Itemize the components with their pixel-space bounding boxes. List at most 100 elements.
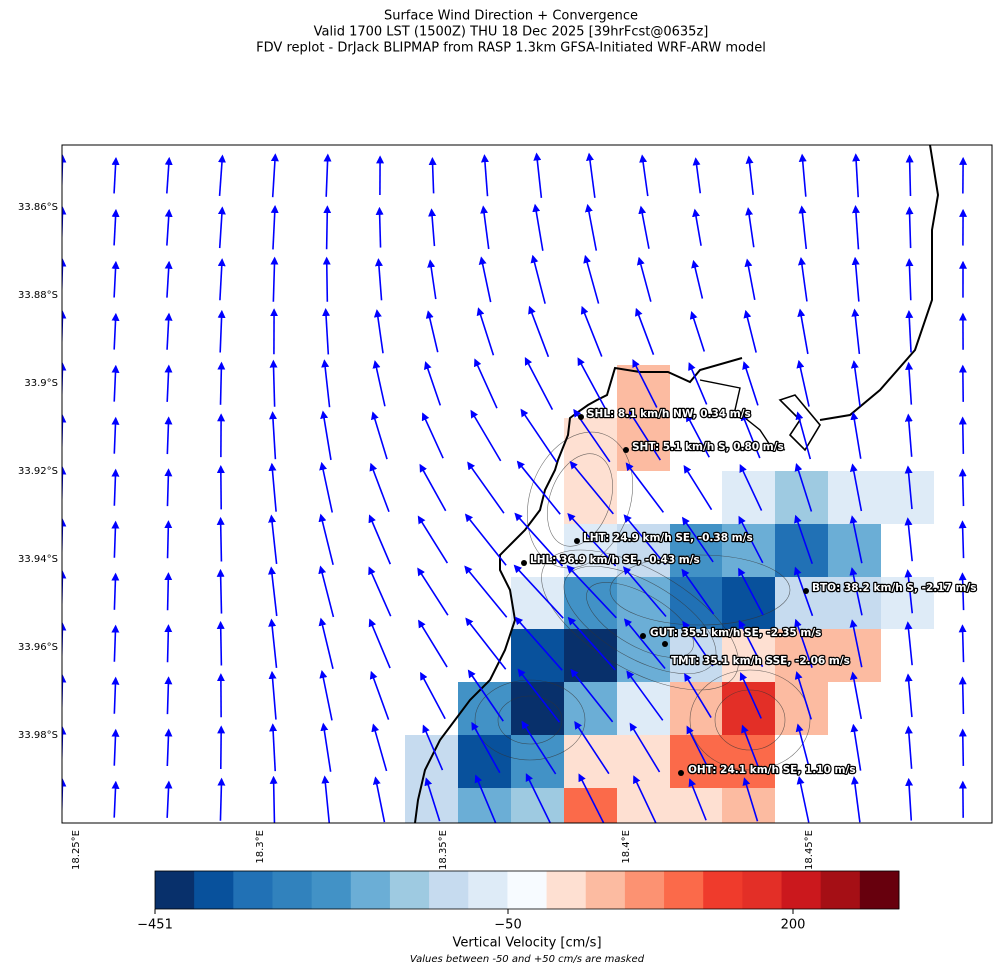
wind-arrow [167, 314, 169, 349]
station-dot [678, 770, 684, 776]
wind-arrow [373, 725, 386, 771]
wind-arrow [963, 678, 964, 714]
wind-arrow [168, 626, 169, 662]
wind-arrow [582, 307, 602, 356]
colorbar-swatch [547, 871, 587, 909]
wind-arrow [323, 412, 331, 460]
station-dot [578, 414, 584, 420]
velocity-cell [722, 577, 775, 629]
wind-arrow [856, 207, 859, 250]
lat-tick-label: 33.92°S [18, 466, 58, 477]
wind-arrow [855, 258, 859, 301]
wind-arrow [220, 260, 222, 301]
wind-arrow [419, 621, 447, 667]
wind-arrow [530, 307, 549, 357]
station-dot [521, 560, 527, 566]
wind-arrow [684, 466, 711, 509]
wind-arrow [583, 828, 601, 877]
wind-arrow [271, 568, 276, 616]
colorbar-swatch [194, 871, 234, 909]
title-line: Valid 1700 LST (1500Z) THU 18 Dec 2025 [… [314, 25, 709, 40]
velocity-cell [881, 471, 934, 524]
station-dot [574, 538, 580, 544]
wind-arrow [854, 778, 860, 822]
velocity-cell [511, 682, 564, 735]
station-label: BTO: 38.2 km/h S, -2.17 m/s [812, 582, 977, 594]
wind-arrow [426, 363, 441, 406]
wind-arrow [373, 413, 387, 459]
wind-arrow [908, 415, 911, 457]
velocity-cell [564, 471, 617, 524]
wind-arrow [475, 360, 497, 408]
wind-arrow [323, 724, 330, 772]
wind-arrow [220, 208, 223, 248]
wind-arrow [963, 418, 964, 454]
wind-arrow [221, 363, 222, 405]
colorbar-swatch [703, 871, 743, 909]
wind-arrow [430, 261, 436, 299]
colorbar-swatch [155, 871, 195, 909]
wind-arrow [220, 832, 222, 873]
wind-arrow [272, 672, 276, 719]
colorbar-swatch [312, 871, 352, 909]
wind-arrow [637, 830, 653, 875]
station-label: OHT: 24.1 km/h SE, 1.10 m/s [688, 764, 856, 776]
lat-tick-label: 33.98°S [18, 730, 58, 741]
wind-arrow [167, 470, 168, 506]
wind-arrow [802, 207, 807, 249]
wind-arrow [371, 672, 388, 719]
wind-arrow [114, 626, 115, 662]
wind-arrow [963, 470, 964, 506]
wind-arrow [530, 827, 547, 876]
wind-arrow [420, 465, 445, 511]
wind-arrow [639, 258, 651, 301]
wind-arrow [114, 522, 115, 558]
wind-arrow [377, 831, 382, 873]
station-label: GUT: 35.1 km/h SE, -2.35 m/s [650, 627, 821, 639]
station-label: SHT: 5.1 km/h S, 0.80 m/s [632, 441, 784, 453]
station-label: LHL: 36.9 km/h SE, -0.43 m/s [530, 554, 700, 566]
wind-arrow [909, 363, 912, 404]
wind-arrow [466, 619, 505, 670]
colorbar-tick-label: −451 [137, 918, 173, 933]
lat-tick-label: 33.96°S [18, 642, 58, 653]
wind-arrow [114, 262, 116, 297]
wind-arrow [167, 730, 168, 766]
wind-arrow [114, 730, 115, 765]
wind-arrow [61, 832, 62, 872]
velocity-cell [511, 629, 564, 682]
lon-tick-label: 18.25°E [71, 830, 82, 870]
wind-arrow [167, 782, 169, 818]
wind-arrow [369, 568, 390, 616]
wind-arrow [326, 155, 328, 197]
wind-arrow [588, 205, 597, 250]
wind-arrow [465, 567, 506, 618]
wind-arrow [908, 727, 911, 769]
wind-arrow [855, 830, 859, 874]
wind-arrow [744, 363, 758, 406]
lat-tick-label: 33.94°S [18, 554, 58, 565]
colorbar-swatch [586, 871, 626, 909]
wind-arrow [220, 779, 221, 820]
wind-arrow [322, 463, 333, 512]
velocity-cell [564, 629, 617, 682]
wind-arrow [908, 623, 912, 665]
wind-arrow [695, 210, 701, 246]
wind-arrow [421, 673, 445, 718]
wind-arrow [326, 310, 329, 355]
wind-arrow [537, 154, 542, 198]
velocity-cell [617, 735, 670, 788]
wind-arrow [748, 209, 754, 248]
wind-arrow [692, 312, 705, 351]
wind-arrow [325, 777, 330, 823]
wind-arrow [371, 464, 389, 512]
wind-arrow [114, 366, 116, 401]
wind-arrow [271, 620, 276, 668]
station-dot [803, 588, 809, 594]
wind-arrow [327, 207, 328, 249]
wind-arrow [479, 829, 492, 875]
wind-arrow [526, 358, 553, 409]
lat-ticks: 33.86°S 33.88°S 33.9°S 33.92°S 33.94°S 3… [18, 202, 58, 741]
wind-arrow [962, 522, 963, 558]
wind-arrow [799, 361, 809, 406]
